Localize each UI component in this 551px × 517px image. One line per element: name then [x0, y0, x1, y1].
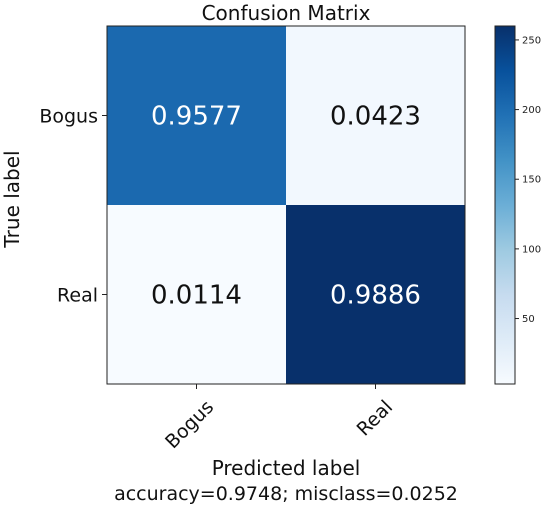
metrics-footer: accuracy=0.9748; misclass=0.0252	[114, 483, 458, 505]
heatmap-cell-1-0	[107, 205, 286, 384]
plot-frame	[106, 25, 466, 385]
colorbar-tick-label: 100	[522, 244, 541, 255]
colorbar-tick-label: 250	[522, 35, 541, 46]
colorbar-ticks: 50 100 150 200 250	[515, 35, 541, 325]
cell-value-label: 0.0423	[330, 102, 421, 132]
heatmap-cell-0-1	[286, 26, 465, 205]
colorbar-tick-label: 200	[522, 105, 541, 116]
cell-value-label: 0.9577	[151, 102, 242, 132]
heatmap-cell-1-1	[286, 205, 465, 384]
y-tick-label: Real	[57, 285, 98, 307]
cell-value-label: 0.9886	[330, 281, 421, 311]
heatmap-cell-0-0	[107, 26, 286, 205]
x-axis-ticks: Bogus Real	[161, 384, 397, 453]
chart-title: Confusion Matrix	[202, 1, 371, 25]
cell-value-label: 0.0114	[151, 281, 242, 311]
x-tick-label: Bogus	[161, 396, 218, 453]
y-axis-ticks: Bogus Real	[39, 106, 107, 307]
x-axis-title: Predicted label	[212, 456, 361, 480]
colorbar-tick-label: 150	[522, 175, 541, 186]
colorbar-tick-label: 50	[522, 314, 535, 325]
heatmap-cells: 0.9577 0.0423 0.0114 0.9886	[107, 26, 465, 384]
x-tick-label: Real	[353, 396, 398, 441]
y-axis-title: True label	[0, 150, 24, 248]
y-tick-label: Bogus	[39, 106, 98, 128]
colorbar	[494, 25, 516, 385]
